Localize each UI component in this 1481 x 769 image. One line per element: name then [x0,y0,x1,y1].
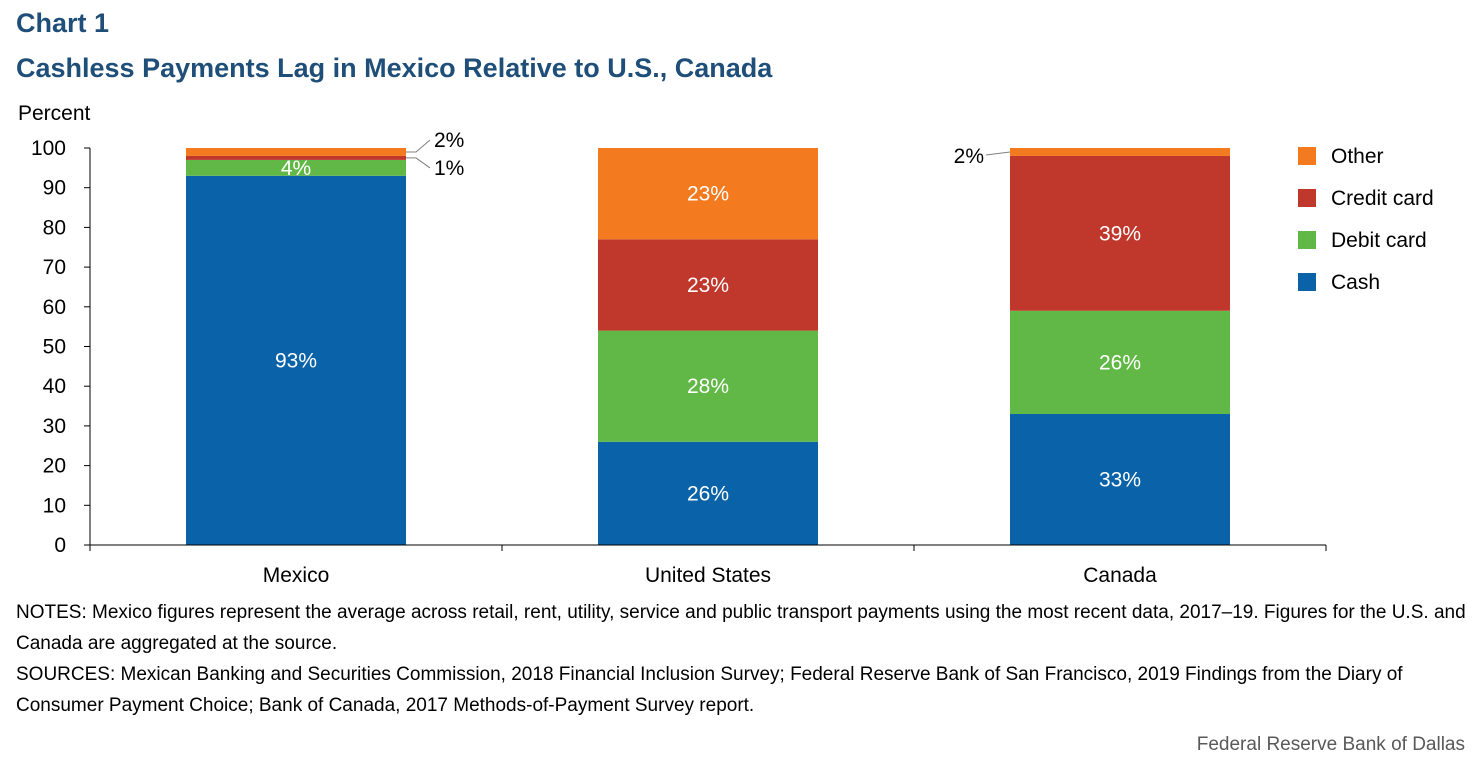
data-label: 26% [687,482,729,505]
y-tick-label: 0 [54,534,66,557]
chart-number: Chart 1 [16,8,109,38]
stacked-bar-chart: Chart 1 Cashless Payments Lag in Mexico … [16,8,1434,587]
bar-segment [186,175,406,546]
y-tick-label: 70 [43,256,66,279]
bar-segment [598,330,818,442]
data-label: 28% [687,375,729,398]
data-label: 23% [687,183,729,206]
data-label: 4% [281,157,311,180]
legend-swatch [1298,189,1316,207]
bar-segment [186,155,406,160]
bar-segment [598,239,818,331]
x-category-label: United States [645,564,771,587]
plot-area: 0 10 20 30 40 50 60 70 80 90 100 93% 4% 1% 2% Mexico 26%… [31,129,1327,587]
legend-swatch [1298,273,1316,291]
credit-line: Federal Reserve Bank of Dallas [1196,734,1465,755]
data-label: 93% [275,349,317,372]
y-tick-label: 50 [43,336,66,359]
legend: Other Credit card Debit card Cash [1298,145,1434,294]
y-tick-label: 40 [43,375,66,398]
data-label: 39% [1099,222,1141,245]
bar-segment [598,441,818,545]
callout-data-label: 2% [954,145,984,168]
callout-data-label: 1% [434,157,464,180]
bar-segment [186,159,406,176]
bar-segment [1010,413,1230,545]
y-tick-label: 60 [43,296,66,319]
y-tick-label: 20 [43,455,66,478]
y-tick-label: 10 [43,494,66,517]
callout-line [406,139,431,153]
bar-segment [1010,310,1230,414]
data-label: 33% [1099,468,1141,491]
legend-label: Cash [1331,271,1380,294]
y-axis-label: Percent [18,102,91,125]
bar-segment [186,148,406,156]
notes-block: NOTES: Mexico figures represent the aver… [16,597,1466,721]
bar-segment [598,148,818,240]
legend-label: Credit card [1331,187,1434,210]
legend-label: Debit card [1331,229,1427,252]
data-label: 23% [687,274,729,297]
notes-text: NOTES: Mexico figures represent the aver… [16,602,1466,654]
legend-swatch [1298,147,1316,165]
data-label: 26% [1099,351,1141,374]
y-tick-label: 80 [43,216,66,239]
bar-segment [1010,155,1230,311]
bar-segment [1010,148,1230,156]
x-category-label: Mexico [263,564,330,587]
y-tick-label: 30 [43,415,66,438]
legend-label: Other [1331,145,1384,168]
chart-title: Cashless Payments Lag in Mexico Relative… [16,53,773,83]
y-tick-label: 90 [43,177,66,200]
y-tick-label: 100 [31,137,66,160]
callout-line [406,157,431,169]
x-category-label: Canada [1083,564,1157,587]
sources-text: SOURCES: Mexican Banking and Securities … [16,664,1403,716]
callout-line [985,151,1011,156]
legend-swatch [1298,231,1316,249]
callout-data-label: 2% [434,129,464,152]
